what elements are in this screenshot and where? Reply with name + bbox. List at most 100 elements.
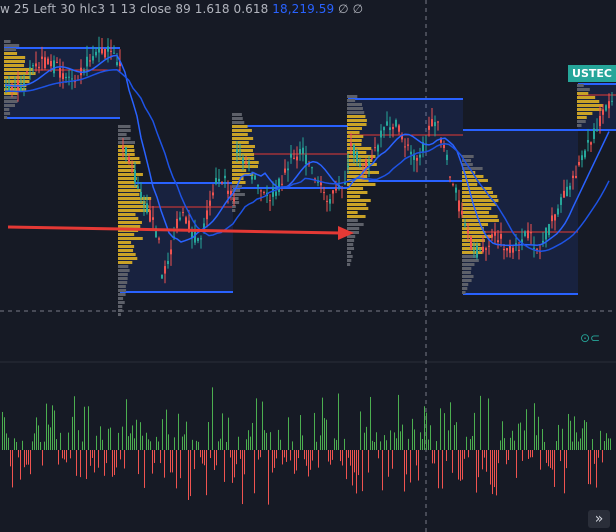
volume-bar-up [280,439,281,450]
ticker-price-tag[interactable]: USTEC [568,65,616,82]
profile-bar [347,167,369,170]
profile-bar [118,313,121,316]
volume-bar-up [336,439,337,450]
candle-body [371,157,373,159]
volume-bar-down [286,450,287,462]
profile-bar [577,116,587,119]
candle-body [269,200,271,202]
candle-body [134,170,136,183]
profile-bar [118,305,123,308]
volume-bar-up [578,441,579,450]
candle-body [485,248,487,250]
volume-bar-down [242,450,243,505]
candle-body [353,145,355,157]
candle-body [461,210,463,215]
price-readout: 18,219.59 [272,2,335,16]
profile-bar [462,279,472,282]
volume-bar-down [478,450,479,478]
volume-bar-up [430,425,431,450]
candle-body [575,175,577,178]
profile-bar [4,96,17,99]
profile-bar [462,275,474,278]
volume-bar-down [172,450,173,473]
volume-bar-down [94,450,95,473]
volume-bar-up [562,428,563,450]
candle-body [431,119,433,127]
indicator-legend[interactable]: w 25 Left 30 hlc3 1 13 close 89 1.618 0.… [0,2,363,16]
volume-bar-up [502,421,503,450]
candle-body [356,151,358,162]
volume-bar-up [270,432,271,450]
volume-bar-down [550,450,551,468]
volume-bar-down [18,450,19,458]
profile-bar [118,125,131,128]
profile-bar [347,187,364,190]
profile-bar [118,297,124,300]
volume-bar-down [304,450,305,460]
volume-bar-up [444,413,445,450]
profile-bar [4,56,26,59]
profile-bar [347,207,369,210]
volume-bar-up [262,401,263,450]
candles-layer [5,36,613,284]
volume-bar-down [98,450,99,468]
profile-bar [4,64,25,67]
profile-bar [347,123,367,126]
candle-body [419,154,421,158]
profile-bar [347,203,367,206]
candle-body [611,100,613,102]
profile-bar [462,171,476,174]
volume-bar-down [234,450,235,478]
profile-bar [118,241,132,244]
volume-bar-down [164,450,165,478]
profile-bar [577,104,604,107]
volume-bar-down [28,450,29,465]
profile-bar [462,283,469,286]
volume-bar-down [106,450,107,464]
candle-body [275,191,277,196]
volume-bar-down [348,450,349,458]
volume-bar-up [450,402,451,450]
candle-body [299,149,301,154]
volume-bar-up [264,430,265,450]
volume-bar-up [32,441,33,450]
profile-bar [118,201,146,204]
volume-bar-up [134,438,135,450]
candle-body [14,84,16,86]
candle-body [290,153,292,158]
profile-bar [118,289,127,292]
scroll-to-realtime-button[interactable]: » [588,510,610,528]
candle-body [374,147,376,149]
candle-body [179,217,181,220]
volume-bar-down [26,450,27,465]
volume-bar-up [250,436,251,450]
candle-body [395,120,397,127]
candle-body [452,184,454,186]
volume-bar-up [488,398,489,450]
candle-body [251,176,253,180]
volume-bar-down [598,450,599,458]
candle-body [68,76,70,78]
candle-body [326,200,328,202]
volume-bar-up [288,417,289,450]
volume-bar-down [310,450,311,470]
candle-body [152,217,154,220]
profile-bar [118,197,152,200]
volume-bar-up [178,413,179,450]
volume-bar-up [592,439,593,450]
profile-bar [232,189,241,192]
volume-bar-down [210,450,211,459]
candle-body [143,203,145,205]
profile-bar [347,243,354,246]
candle-body [23,83,25,86]
volume-bar-up [52,405,53,450]
candle-body [479,250,481,252]
volume-bar-up [248,430,249,450]
profile-bar [462,203,497,206]
session-icon[interactable]: ⊙⊂ [580,331,601,345]
candle-body [434,122,436,127]
overlay-layer [7,225,354,240]
profile-bar [118,213,136,216]
